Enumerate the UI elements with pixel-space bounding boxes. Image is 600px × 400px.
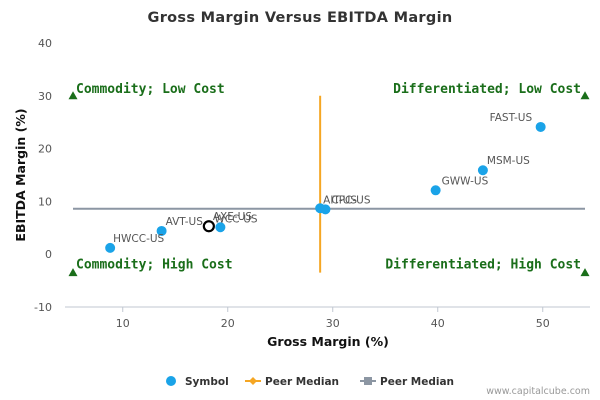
y-axis-title: EBITDA Margin (%) [13, 108, 28, 241]
x-tick-label: 50 [536, 317, 550, 330]
data-point-label: HWCC-US [113, 233, 164, 245]
data-point [535, 121, 546, 132]
legend[interactable]: Symbol Peer Median Peer Median [166, 376, 454, 388]
legend-diamond-marker [249, 377, 257, 385]
y-axis-ticks: -10 0 10 20 30 40 [34, 37, 52, 314]
data-point [215, 222, 226, 233]
x-tick-label: 20 [221, 317, 235, 330]
data-point-label: AXE-US [213, 211, 252, 223]
quadrant-label: Differentiated; Low Cost [393, 82, 581, 97]
data-points [105, 121, 546, 253]
y-tick-label: 40 [38, 37, 52, 50]
x-tick-label: 30 [326, 317, 340, 330]
y-tick-label: -10 [34, 301, 52, 314]
y-tick-label: 30 [38, 90, 52, 103]
x-axis-ticks: 10 20 30 40 50 [116, 307, 550, 330]
quadrant-label: Differentiated; High Cost [385, 258, 581, 273]
quadrant-marker-triangle [68, 91, 78, 100]
x-axis-title: Gross Margin (%) [267, 334, 389, 349]
legend-item-label: Peer Median [265, 376, 339, 388]
highlighted-data-point [202, 220, 215, 233]
data-point-label: MSM-US [487, 155, 530, 167]
data-point [430, 185, 441, 196]
quadrant-label: Commodity; High Cost [76, 258, 233, 273]
data-point-label: GWW-US [442, 175, 489, 187]
data-point-label: CPC-US [331, 194, 370, 206]
y-tick-label: 20 [38, 143, 52, 156]
y-tick-label: 10 [38, 195, 52, 208]
data-point-label: AIT-US [323, 194, 357, 206]
data-point-label: AVT-US [166, 216, 204, 228]
x-tick-label: 40 [431, 317, 445, 330]
quadrant-marker-triangle [580, 91, 590, 100]
quadrant-label: Commodity; Low Cost [76, 82, 225, 97]
x-tick-label: 10 [116, 317, 130, 330]
data-point [105, 242, 116, 253]
credit-text: www.capitalcube.com [486, 386, 590, 397]
data-point [320, 204, 331, 215]
quadrant-marker-triangle [580, 268, 590, 277]
legend-item-label: Peer Median [380, 376, 454, 388]
data-point-label: WCC-US [214, 213, 258, 225]
quadrant-labels: Commodity; Low Cost Differentiated; Low C… [68, 82, 590, 277]
data-point [477, 165, 488, 176]
data-point-label: FAST-US [490, 112, 533, 124]
quadrant-marker-triangle [68, 268, 78, 277]
chart-title: Gross Margin Versus EBITDA Margin [148, 10, 453, 26]
y-tick-label: 0 [45, 248, 52, 261]
legend-symbol-dot [166, 376, 176, 386]
legend-square-marker [364, 377, 372, 385]
legend-item-label: Symbol [185, 376, 229, 388]
data-point [156, 225, 167, 236]
